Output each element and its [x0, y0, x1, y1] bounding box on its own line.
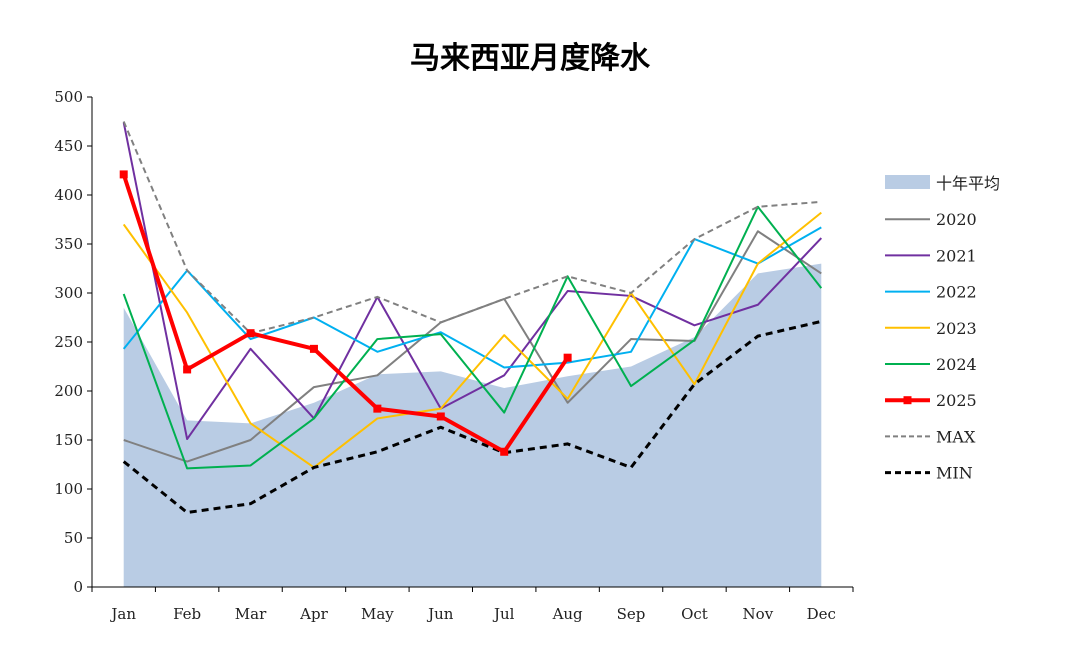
legend-label-2020: 2020 [936, 210, 977, 229]
x-tick-label: Aug [552, 605, 583, 623]
y-tick-label: 0 [73, 578, 83, 596]
data-point-2025 [563, 353, 572, 362]
chart-title: 马来西亚月度降水 [410, 41, 651, 76]
area-ten-year-average [123, 263, 822, 587]
y-tick-label: 350 [54, 235, 83, 253]
series-line-max [122, 121, 822, 335]
data-point-2025 [436, 412, 445, 421]
data-point-2025 [309, 344, 318, 353]
legend-label-2024: 2024 [936, 355, 977, 374]
y-tick-label: 100 [54, 480, 83, 498]
y-tick-label: 250 [54, 333, 83, 351]
series-line-2022 [122, 226, 822, 369]
data-point-2025 [373, 404, 382, 413]
y-tick-label: 450 [54, 137, 83, 155]
legend-label-2021: 2021 [936, 246, 977, 265]
plot-area: 0 50 100 150 200 250 300 350 400 450 500 Jan Feb Mar A… [54, 88, 854, 623]
legend: 十年平均 2020 2021 2022 2023 2024 2025 MAX MIN [885, 174, 1000, 483]
legend-label-ten-year-average: 十年平均 [936, 174, 1000, 193]
legend-label-max: MAX [936, 427, 976, 446]
y-tick-label: 200 [54, 382, 83, 400]
legend-label-2022: 2022 [936, 283, 977, 302]
x-tick-label: Nov [743, 605, 774, 623]
y-tick-label: 50 [64, 529, 83, 547]
data-point-2025 [119, 170, 128, 179]
x-tick-label: Apr [299, 605, 328, 623]
x-tick-label: Oct [681, 605, 708, 623]
x-tick-label: Dec [807, 605, 836, 623]
series-line-2024 [122, 205, 823, 470]
y-tick-label: 400 [54, 186, 83, 204]
x-tick-label: Feb [173, 605, 201, 623]
legend-label-2025: 2025 [936, 391, 977, 410]
x-tick-label: Mar [235, 605, 267, 623]
x-tick-label: Sep [617, 605, 646, 623]
legend-swatch-ten-year-average [885, 175, 930, 189]
legend-label-2023: 2023 [936, 319, 977, 338]
series-line-2025 [121, 173, 570, 454]
x-tick-label: May [361, 605, 394, 623]
legend-marker-2025 [903, 396, 912, 405]
y-tick-label: 300 [54, 284, 83, 302]
y-tick-label: 150 [54, 431, 83, 449]
series-line-min [122, 319, 822, 515]
x-tick-label: Jul [492, 605, 515, 623]
data-point-2025 [500, 447, 509, 456]
data-point-2025 [246, 329, 255, 338]
x-tick-label: Jun [426, 605, 454, 623]
y-tick-label: 500 [54, 88, 83, 106]
data-point-2025 [183, 365, 192, 374]
x-tick-label: Jan [109, 605, 136, 623]
legend-label-min: MIN [936, 464, 973, 483]
series-line-2021 [122, 122, 823, 441]
